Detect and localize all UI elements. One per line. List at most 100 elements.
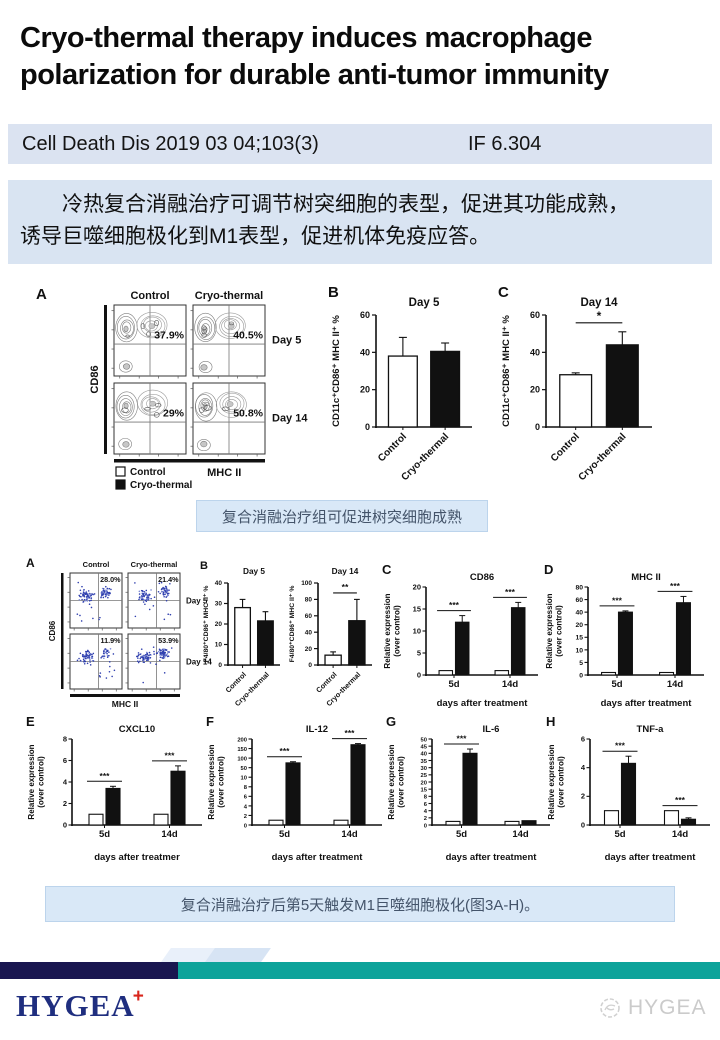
svg-text:Relative expression: Relative expression [387, 744, 396, 819]
svg-text:80: 80 [575, 584, 583, 591]
svg-text:8: 8 [63, 734, 67, 743]
caption-m1-polarization: 复合消融治疗后第5天触发M1巨噬细胞极化(图3A-H)。 [45, 886, 675, 922]
svg-text:Day 14: Day 14 [272, 413, 308, 425]
svg-text:**: ** [342, 582, 349, 592]
svg-text:40: 40 [215, 580, 223, 587]
svg-text:0: 0 [218, 662, 222, 669]
svg-text:***: *** [345, 728, 356, 738]
svg-text:Day 14: Day 14 [332, 567, 359, 576]
svg-text:8: 8 [244, 785, 248, 791]
svg-text:5d: 5d [448, 679, 459, 690]
svg-text:14d: 14d [341, 829, 358, 840]
svg-text:G: G [386, 714, 396, 729]
svg-text:20: 20 [413, 582, 421, 591]
svg-text:Control: Control [549, 431, 582, 464]
svg-text:2: 2 [244, 814, 247, 820]
svg-text:D: D [544, 562, 553, 577]
citation-bar: Cell Death Dis 2019 03 04;103(3) IF 6.30… [8, 124, 712, 164]
svg-text:20: 20 [360, 385, 370, 395]
figure2-panelE-cxcl10-chart: E CXCL10 0 2 4 6 8 Relative expression (over con… [26, 713, 210, 868]
figure2-panelA-flow-plot: A Control Cryo-thermal CD86 Day 5 28.0% 21.4% D… [24, 555, 224, 722]
svg-text:Relative expression: Relative expression [383, 593, 392, 668]
figure1-panelA-flow-plot: A Control Cryo-thermal CD86 Day 5 37.9% 40.5% D… [34, 283, 326, 500]
svg-text:0: 0 [535, 422, 540, 432]
svg-text:B: B [328, 284, 339, 301]
svg-text:20: 20 [530, 385, 540, 395]
svg-text:30: 30 [421, 766, 427, 772]
svg-text:20: 20 [421, 780, 427, 786]
svg-text:15: 15 [413, 604, 421, 613]
svg-text:Day 5: Day 5 [272, 335, 301, 347]
figure2-panelB-day14-bar-chart: Day 14 0 20 40 60 80 100 F4/80⁺CD86⁺ MHC II⁺ % C… [286, 557, 380, 716]
svg-text:8: 8 [424, 795, 428, 801]
svg-text:(over control): (over control) [217, 756, 226, 808]
svg-text:(over control): (over control) [557, 756, 566, 808]
svg-text:IL-6: IL-6 [483, 724, 500, 735]
svg-text:5d: 5d [611, 679, 622, 690]
svg-text:6: 6 [581, 734, 585, 743]
svg-text:0: 0 [308, 662, 312, 669]
svg-text:11.9%: 11.9% [101, 636, 122, 645]
svg-text:H: H [546, 714, 555, 729]
svg-text:14d: 14d [512, 829, 529, 840]
svg-text:0: 0 [63, 820, 67, 829]
svg-text:Control: Control [376, 431, 409, 464]
svg-text:A: A [26, 556, 35, 570]
hygea-logo: HYGEA+ [16, 986, 145, 1024]
abstract-line2: 诱导巨噬细胞极化到M1表型，促进机体免疫应答。 [20, 224, 491, 248]
abstract-line1: 冷热复合消融治疗可调节树突细胞的表型，促进其功能成熟， [62, 193, 629, 216]
svg-text:C: C [498, 284, 509, 301]
svg-text:Day 5: Day 5 [186, 597, 208, 606]
watermark-text: HYGEA [628, 996, 707, 1019]
svg-text:***: *** [100, 771, 111, 781]
svg-text:40: 40 [530, 347, 540, 357]
svg-text:40: 40 [305, 629, 313, 636]
svg-text:80: 80 [305, 597, 313, 604]
svg-text:14d: 14d [161, 829, 178, 840]
svg-text:5d: 5d [614, 829, 625, 840]
svg-text:Day 5: Day 5 [243, 567, 265, 576]
svg-text:Relative expression: Relative expression [545, 593, 554, 668]
svg-text:***: *** [615, 741, 626, 751]
hygea-watermark: HYGEA [598, 996, 707, 1020]
footer-bar-teal [178, 962, 720, 979]
svg-text:20: 20 [575, 622, 583, 629]
svg-text:Relative expression: Relative expression [27, 744, 36, 819]
svg-text:F4/80⁺CD86⁺ MHC II⁺ %: F4/80⁺CD86⁺ MHC II⁺ % [203, 586, 210, 663]
red-cross-icon: + [132, 986, 145, 1007]
svg-text:A: A [36, 286, 47, 303]
svg-text:Cryo-thermal: Cryo-thermal [130, 480, 192, 491]
svg-text:IL-12: IL-12 [306, 724, 328, 735]
svg-text:***: *** [449, 600, 460, 610]
svg-text:28.0%: 28.0% [100, 575, 121, 584]
svg-text:CXCL10: CXCL10 [119, 724, 155, 735]
svg-text:40.5%: 40.5% [233, 330, 263, 342]
svg-text:Day 14: Day 14 [580, 297, 618, 309]
figure2-panelD-mhcii-chart: D MHC II 0 5 10 15 20 40 60 80 Relative expression… [544, 561, 712, 714]
svg-text:(over control): (over control) [397, 756, 406, 808]
figure2-panelG-il6-chart: G IL-6 0 2 4 6 8 15 20 25 30 35 40 45 50 Relative expre… [386, 713, 558, 868]
svg-text:***: *** [280, 746, 291, 756]
svg-text:Control: Control [130, 290, 169, 302]
caption-dendritic-cells: 复合消融治疗组可促进树突细胞成熟 [196, 500, 488, 532]
svg-text:0: 0 [244, 823, 247, 829]
svg-text:C: C [382, 562, 392, 577]
svg-text:MHC II: MHC II [207, 467, 241, 479]
svg-text:Cryo-thermal: Cryo-thermal [131, 560, 178, 569]
svg-text:15: 15 [575, 635, 583, 642]
svg-text:(over control): (over control) [393, 605, 402, 657]
svg-text:35: 35 [421, 759, 428, 765]
svg-text:14d: 14d [502, 679, 519, 690]
footer-bar-navy [0, 962, 178, 979]
svg-text:4: 4 [63, 777, 68, 786]
svg-text:6: 6 [63, 756, 67, 765]
svg-text:4: 4 [424, 809, 428, 815]
svg-text:0: 0 [417, 670, 421, 679]
svg-text:Day 5: Day 5 [409, 297, 440, 309]
svg-text:***: *** [670, 581, 681, 591]
svg-text:53.9%: 53.9% [158, 636, 179, 645]
svg-text:14d: 14d [667, 679, 684, 690]
svg-text:50: 50 [421, 737, 427, 743]
svg-text:100: 100 [237, 757, 247, 763]
svg-text:***: *** [457, 734, 468, 744]
